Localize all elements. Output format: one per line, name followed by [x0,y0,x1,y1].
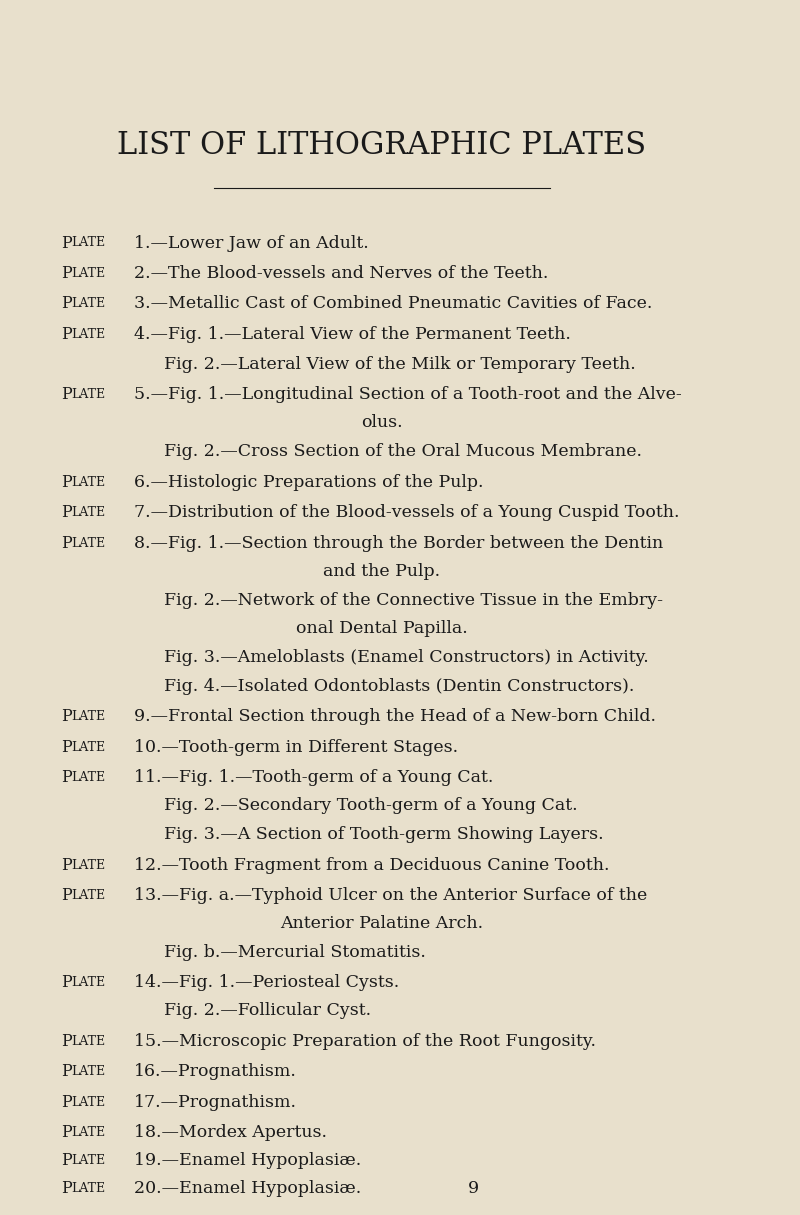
Text: onal Dental Papilla.: onal Dental Papilla. [296,620,468,637]
Text: 4.—Fig. 1.—Lateral View of the Permanent Teeth.: 4.—Fig. 1.—Lateral View of the Permanent… [134,326,570,343]
Text: P: P [61,769,72,786]
Text: 9: 9 [468,1180,479,1197]
Text: 2.—The Blood-vessels and Nerves of the Teeth.: 2.—The Blood-vessels and Nerves of the T… [134,265,548,282]
Text: P: P [61,535,72,552]
Text: P: P [61,708,72,725]
Text: P: P [61,887,72,904]
Text: olus.: olus. [361,414,402,431]
Text: P: P [61,739,72,756]
Text: Fig. 2.—Follicular Cyst.: Fig. 2.—Follicular Cyst. [164,1002,371,1019]
Text: P: P [61,1063,72,1080]
Text: Fig. 4.—Isolated Odontoblasts (Dentin Constructors).: Fig. 4.—Isolated Odontoblasts (Dentin Co… [164,678,634,695]
Text: LATE: LATE [71,267,105,279]
Text: 18.—Mordex Apertus.: 18.—Mordex Apertus. [134,1124,326,1141]
Text: 10.—Tooth-germ in Different Stages.: 10.—Tooth-germ in Different Stages. [134,739,458,756]
Text: LATE: LATE [71,328,105,340]
Text: Fig. 2.—Secondary Tooth-germ of a Young Cat.: Fig. 2.—Secondary Tooth-germ of a Young … [164,797,578,814]
Text: P: P [61,1094,72,1111]
Text: LATE: LATE [71,476,105,488]
Text: Fig. b.—Mercurial Stomatitis.: Fig. b.—Mercurial Stomatitis. [164,944,426,961]
Text: Fig. 2.—Lateral View of the Milk or Temporary Teeth.: Fig. 2.—Lateral View of the Milk or Temp… [164,356,636,373]
Text: 11.—Fig. 1.—Tooth-germ of a Young Cat.: 11.—Fig. 1.—Tooth-germ of a Young Cat. [134,769,493,786]
Text: LATE: LATE [71,772,105,784]
Text: 13.—Fig. a.—Typhoid Ulcer on the Anterior Surface of the: 13.—Fig. a.—Typhoid Ulcer on the Anterio… [134,887,647,904]
Text: P: P [61,857,72,874]
Text: LATE: LATE [71,1154,105,1166]
Text: Fig. 2.—Network of the Connective Tissue in the Embry-: Fig. 2.—Network of the Connective Tissue… [164,592,663,609]
Text: 12.—Tooth Fragment from a Deciduous Canine Tooth.: 12.—Tooth Fragment from a Deciduous Cani… [134,857,609,874]
Text: P: P [61,1033,72,1050]
Text: LATE: LATE [71,711,105,723]
Text: P: P [61,234,72,252]
Text: Fig. 2.—Cross Section of the Oral Mucous Membrane.: Fig. 2.—Cross Section of the Oral Mucous… [164,443,642,460]
Text: LATE: LATE [71,507,105,519]
Text: LATE: LATE [71,1182,105,1194]
Text: Fig. 3.—A Section of Tooth-germ Showing Layers.: Fig. 3.—A Section of Tooth-germ Showing … [164,826,604,843]
Text: 19.—Enamel Hypoplasiæ.: 19.—Enamel Hypoplasiæ. [134,1152,361,1169]
Text: P: P [61,326,72,343]
Text: LATE: LATE [71,889,105,902]
Text: LIST OF LITHOGRAPHIC PLATES: LIST OF LITHOGRAPHIC PLATES [118,130,646,162]
Text: 7.—Distribution of the Blood-vessels of a Young Cuspid Tooth.: 7.—Distribution of the Blood-vessels of … [134,504,679,521]
Text: Anterior Palatine Arch.: Anterior Palatine Arch. [280,915,483,932]
Text: 6.—Histologic Preparations of the Pulp.: 6.—Histologic Preparations of the Pulp. [134,474,483,491]
Text: LATE: LATE [71,977,105,989]
Text: LATE: LATE [71,1066,105,1078]
Text: P: P [61,1180,72,1197]
Text: 14.—Fig. 1.—Periosteal Cysts.: 14.—Fig. 1.—Periosteal Cysts. [134,974,399,991]
Text: P: P [61,974,72,991]
Text: LATE: LATE [71,1126,105,1138]
Text: LATE: LATE [71,237,105,249]
Text: 5.—Fig. 1.—Longitudinal Section of a Tooth-root and the Alve-: 5.—Fig. 1.—Longitudinal Section of a Too… [134,386,682,403]
Text: P: P [61,265,72,282]
Text: P: P [61,504,72,521]
Text: P: P [61,386,72,403]
Text: LATE: LATE [71,298,105,310]
Text: 17.—Prognathism.: 17.—Prognathism. [134,1094,297,1111]
Text: 15.—Microscopic Preparation of the Root Fungosity.: 15.—Microscopic Preparation of the Root … [134,1033,596,1050]
Text: 16.—Prognathism.: 16.—Prognathism. [134,1063,297,1080]
Text: LATE: LATE [71,859,105,871]
Text: LATE: LATE [71,741,105,753]
Text: LATE: LATE [71,1035,105,1047]
Text: 9.—Frontal Section through the Head of a New-born Child.: 9.—Frontal Section through the Head of a… [134,708,656,725]
Text: 20.—Enamel Hypoplasiæ.: 20.—Enamel Hypoplasiæ. [134,1180,361,1197]
Text: P: P [61,474,72,491]
Text: Fig. 3.—Ameloblasts (Enamel Constructors) in Activity.: Fig. 3.—Ameloblasts (Enamel Constructors… [164,649,649,666]
Text: and the Pulp.: and the Pulp. [323,563,441,580]
Text: 8.—Fig. 1.—Section through the Border between the Dentin: 8.—Fig. 1.—Section through the Border be… [134,535,663,552]
Text: LATE: LATE [71,537,105,549]
Text: LATE: LATE [71,1096,105,1108]
Text: LATE: LATE [71,389,105,401]
Text: 1.—Lower Jaw of an Adult.: 1.—Lower Jaw of an Adult. [134,234,369,252]
Text: P: P [61,1124,72,1141]
Text: 3.—Metallic Cast of Combined Pneumatic Cavities of Face.: 3.—Metallic Cast of Combined Pneumatic C… [134,295,652,312]
Text: P: P [61,295,72,312]
Text: P: P [61,1152,72,1169]
